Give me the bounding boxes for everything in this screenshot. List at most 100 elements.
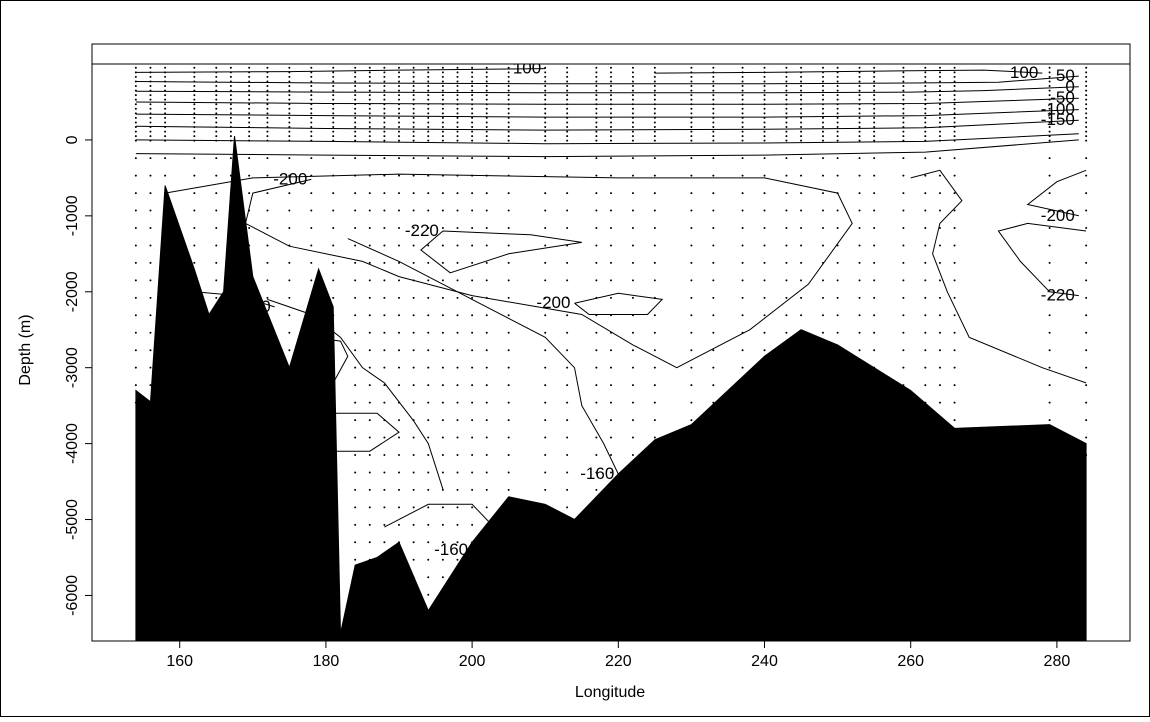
station-sample-dot [873, 89, 876, 92]
station-sample-dot [785, 226, 788, 229]
station-sample-dot [383, 85, 386, 88]
station-sample-dot [310, 94, 313, 97]
station-sample-dot [938, 174, 941, 177]
station-sample-dot [873, 116, 876, 119]
station-sample-dot [485, 135, 488, 138]
station-sample-dot [471, 135, 474, 138]
station-sample-dot [836, 157, 839, 160]
station-sample-dot [456, 506, 459, 509]
station-sample-dot [441, 244, 444, 247]
station-sample-dot [441, 523, 444, 526]
station-sample-dot [1085, 349, 1088, 352]
station-sample-dot [332, 244, 335, 247]
station-sample-dot [595, 94, 598, 97]
station-sample-dot [785, 296, 788, 299]
station-sample-dot [690, 384, 693, 387]
station-sample-dot [858, 135, 861, 138]
station-sample-dot [398, 107, 401, 110]
station-sample-dot [507, 139, 510, 142]
station-sample-dot [398, 135, 401, 138]
station-sample-dot [544, 314, 547, 317]
station-sample-dot [193, 174, 196, 177]
station-sample-dot [368, 94, 371, 97]
station-sample-dot [953, 112, 956, 115]
station-sample-dot [193, 112, 196, 115]
station-column [653, 66, 656, 439]
station-sample-dot [858, 314, 861, 317]
station-sample-dot [398, 488, 401, 491]
station-sample-dot [1048, 314, 1051, 317]
station-sample-dot [215, 94, 218, 97]
station-sample-dot [566, 384, 569, 387]
station-sample-dot [412, 488, 415, 491]
station-sample-dot [368, 523, 371, 526]
station-sample-dot [924, 384, 927, 387]
station-sample-dot [595, 157, 598, 160]
station-sample-dot [485, 192, 488, 195]
station-sample-dot [441, 419, 444, 422]
station-sample-dot [595, 331, 598, 334]
station-sample-dot [485, 116, 488, 119]
station-sample-dot [544, 85, 547, 88]
station-sample-dot [354, 244, 357, 247]
station-sample-dot [412, 314, 415, 317]
station-sample-dot [456, 366, 459, 369]
contour-label: -200 [536, 293, 570, 312]
station-sample-dot [873, 121, 876, 124]
contour-line [420, 230, 582, 274]
station-sample-dot [653, 419, 656, 422]
station-sample-dot [1048, 349, 1051, 352]
station-sample-dot [1085, 112, 1088, 115]
station-sample-dot [456, 98, 459, 101]
station-sample-dot [712, 226, 715, 229]
station-sample-dot [412, 98, 415, 101]
station-sample-dot [332, 89, 335, 92]
station-sample-dot [821, 244, 824, 247]
station-sample-dot [134, 157, 137, 160]
station-sample-dot [288, 174, 291, 177]
station-sample-dot [368, 209, 371, 212]
station-sample-dot [763, 296, 766, 299]
station-sample-dot [456, 139, 459, 142]
station-sample-dot [938, 130, 941, 133]
station-sample-dot [763, 349, 766, 352]
station-sample-dot [310, 98, 313, 101]
station-sample-dot [215, 279, 218, 282]
station-sample-dot [653, 112, 656, 115]
station-sample-dot [441, 75, 444, 78]
station-sample-dot [248, 89, 251, 92]
station-sample-dot [193, 94, 196, 97]
station-sample-dot [368, 66, 371, 69]
station-sample-dot [288, 85, 291, 88]
station-sample-dot [383, 112, 386, 115]
station-sample-dot [266, 174, 269, 177]
station-sample-dot [1048, 226, 1051, 229]
station-sample-dot [858, 121, 861, 124]
station-sample-dot [427, 139, 430, 142]
station-sample-dot [902, 192, 905, 195]
station-sample-dot [610, 453, 612, 456]
station-sample-dot [149, 66, 152, 69]
station-sample-dot [248, 98, 251, 101]
station-sample-dot [354, 471, 357, 474]
station-sample-dot [354, 80, 357, 83]
station-sample-dot [741, 89, 744, 92]
station-sample-dot [412, 121, 415, 124]
station-sample-dot [456, 121, 459, 124]
station-sample-dot [164, 85, 167, 88]
station-sample-dot [412, 75, 415, 78]
station-sample-dot [763, 80, 766, 83]
station-sample-dot [456, 471, 459, 474]
station-sample-dot [134, 366, 137, 369]
station-column [902, 66, 905, 387]
station-sample-dot [1048, 366, 1051, 369]
station-sample-dot [712, 314, 715, 317]
station-sample-dot [821, 139, 824, 142]
station-sample-dot [610, 419, 612, 422]
station-sample-dot [1085, 80, 1088, 83]
station-sample-dot [310, 121, 313, 124]
station-sample-dot [427, 261, 430, 264]
station-sample-dot [566, 296, 569, 299]
station-sample-dot [193, 226, 196, 229]
station-sample-dot [383, 436, 386, 439]
